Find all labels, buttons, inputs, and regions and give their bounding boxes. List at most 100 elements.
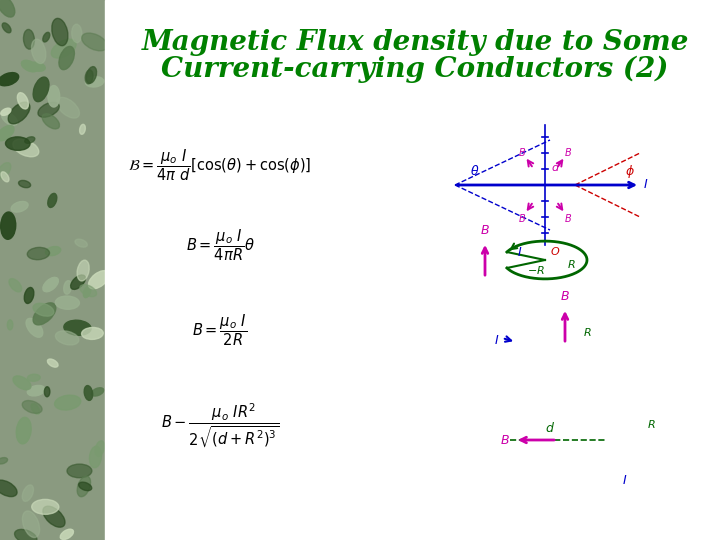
- Ellipse shape: [60, 529, 73, 539]
- Text: $\theta$: $\theta$: [470, 164, 480, 178]
- Ellipse shape: [24, 287, 34, 303]
- Ellipse shape: [22, 485, 34, 502]
- Ellipse shape: [55, 331, 79, 345]
- Ellipse shape: [33, 303, 54, 316]
- Text: $R$: $R$: [567, 258, 576, 270]
- Ellipse shape: [26, 319, 42, 338]
- Text: $B$: $B$: [564, 212, 572, 224]
- Text: $d$: $d$: [551, 161, 560, 173]
- Ellipse shape: [72, 24, 82, 43]
- Ellipse shape: [38, 102, 59, 117]
- Ellipse shape: [19, 180, 31, 188]
- Ellipse shape: [8, 102, 30, 124]
- Ellipse shape: [75, 239, 87, 247]
- Ellipse shape: [77, 260, 89, 281]
- Text: $R$: $R$: [583, 326, 592, 338]
- Ellipse shape: [55, 296, 79, 309]
- Ellipse shape: [42, 32, 50, 42]
- Ellipse shape: [80, 124, 86, 134]
- Text: Current-carrying Conductors (2): Current-carrying Conductors (2): [161, 55, 669, 83]
- Text: $B=\dfrac{\mu_o\ I}{2R}$: $B=\dfrac{\mu_o\ I}{2R}$: [192, 312, 248, 348]
- Text: $I$: $I$: [643, 179, 648, 192]
- Ellipse shape: [27, 386, 45, 396]
- Ellipse shape: [48, 193, 57, 207]
- Ellipse shape: [6, 137, 30, 150]
- Ellipse shape: [27, 247, 50, 260]
- Text: $B$: $B$: [480, 224, 490, 237]
- Text: $B-\dfrac{\mu_o\ I R^2}{2\sqrt{(d+R^2)^3}}$: $B-\dfrac{\mu_o\ I R^2}{2\sqrt{(d+R^2)^3…: [161, 401, 279, 449]
- Ellipse shape: [0, 72, 19, 86]
- Ellipse shape: [0, 480, 17, 497]
- Ellipse shape: [11, 201, 28, 212]
- Ellipse shape: [42, 114, 60, 129]
- Text: $-R$: $-R$: [527, 264, 545, 276]
- Ellipse shape: [2, 23, 11, 33]
- Ellipse shape: [7, 320, 13, 330]
- Ellipse shape: [64, 320, 91, 335]
- Ellipse shape: [13, 376, 31, 390]
- Ellipse shape: [89, 446, 102, 468]
- Ellipse shape: [0, 163, 11, 179]
- Ellipse shape: [22, 401, 42, 413]
- Ellipse shape: [57, 97, 79, 118]
- Ellipse shape: [91, 388, 104, 396]
- Ellipse shape: [52, 18, 68, 46]
- Ellipse shape: [24, 137, 35, 143]
- Text: $I$: $I$: [517, 246, 522, 259]
- Text: $I$: $I$: [494, 334, 500, 347]
- Bar: [0, 0, 105, 540]
- Ellipse shape: [80, 285, 96, 296]
- Text: $I$: $I$: [622, 474, 628, 487]
- Ellipse shape: [31, 403, 40, 414]
- Text: $B$: $B$: [564, 146, 572, 158]
- Ellipse shape: [0, 0, 15, 17]
- Ellipse shape: [95, 441, 104, 456]
- Text: $B$: $B$: [560, 290, 570, 303]
- Ellipse shape: [24, 30, 35, 49]
- Ellipse shape: [71, 275, 86, 289]
- Ellipse shape: [86, 77, 104, 87]
- Text: Magnetic Flux density due to Some: Magnetic Flux density due to Some: [141, 30, 689, 57]
- Ellipse shape: [14, 529, 37, 540]
- Ellipse shape: [59, 46, 74, 70]
- Ellipse shape: [0, 125, 14, 141]
- Text: $B$: $B$: [518, 146, 526, 158]
- Ellipse shape: [9, 279, 22, 292]
- Ellipse shape: [86, 66, 96, 83]
- Ellipse shape: [63, 281, 71, 294]
- Ellipse shape: [89, 271, 109, 289]
- Ellipse shape: [81, 33, 107, 51]
- Ellipse shape: [48, 359, 58, 367]
- Ellipse shape: [51, 39, 76, 58]
- Text: $d$: $d$: [545, 421, 555, 435]
- Ellipse shape: [33, 77, 49, 102]
- Ellipse shape: [43, 506, 65, 527]
- Ellipse shape: [85, 70, 93, 84]
- Ellipse shape: [48, 85, 60, 107]
- Text: $\mathcal{B}=\dfrac{\mu_o\ I}{4\pi\ d}[\cos(\theta)+\cos(\phi)]$: $\mathcal{B}=\dfrac{\mu_o\ I}{4\pi\ d}[\…: [128, 147, 312, 183]
- Ellipse shape: [32, 39, 46, 64]
- Ellipse shape: [81, 327, 103, 340]
- Ellipse shape: [1, 112, 17, 125]
- Bar: [105, 0, 720, 540]
- Ellipse shape: [17, 417, 31, 444]
- Text: $B=\dfrac{\mu_o\ I}{4\pi R}\theta$: $B=\dfrac{\mu_o\ I}{4\pi R}\theta$: [186, 227, 254, 263]
- Ellipse shape: [84, 286, 91, 298]
- Ellipse shape: [22, 511, 40, 537]
- Ellipse shape: [0, 457, 8, 464]
- Ellipse shape: [78, 482, 91, 491]
- Ellipse shape: [1, 212, 16, 239]
- Ellipse shape: [27, 374, 40, 381]
- Ellipse shape: [77, 476, 91, 497]
- Ellipse shape: [22, 60, 37, 72]
- Ellipse shape: [45, 247, 60, 255]
- Ellipse shape: [45, 387, 50, 397]
- Ellipse shape: [13, 139, 39, 157]
- Text: $R$: $R$: [647, 418, 656, 430]
- Ellipse shape: [84, 386, 93, 400]
- Ellipse shape: [1, 108, 11, 116]
- Ellipse shape: [17, 93, 28, 109]
- Ellipse shape: [43, 278, 58, 292]
- Ellipse shape: [1, 172, 9, 182]
- Text: $O$: $O$: [550, 245, 560, 257]
